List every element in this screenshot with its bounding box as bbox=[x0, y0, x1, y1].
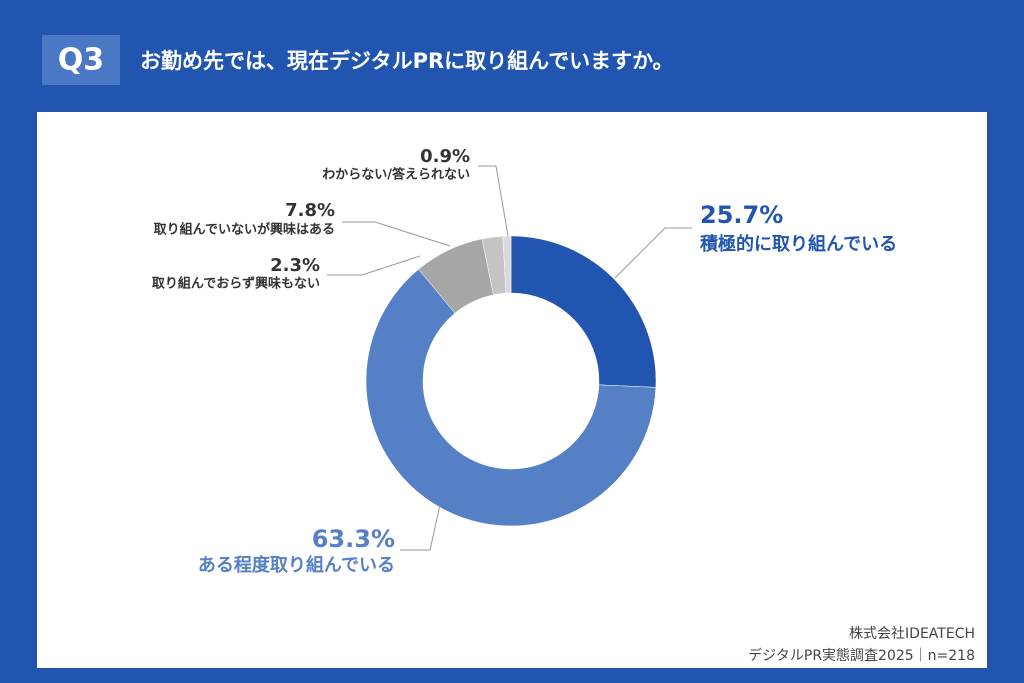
value-label: 63.3% bbox=[312, 525, 395, 553]
category-label: 取り組んでいないが興味はある bbox=[154, 222, 335, 238]
leader-line bbox=[327, 255, 421, 276]
leader-line bbox=[614, 227, 692, 279]
category-label: 取り組んでおらず興味もない bbox=[152, 276, 320, 292]
leader-line bbox=[400, 504, 441, 551]
footer-company: 株式会社IDEATECH bbox=[849, 626, 975, 642]
category-label: 積極的に取り組んでいる bbox=[699, 233, 897, 255]
donut-segment bbox=[502, 235, 512, 294]
leader-line bbox=[342, 221, 451, 247]
category-label: ある程度取り組んでいる bbox=[198, 554, 395, 576]
badge: Q3 bbox=[58, 43, 104, 78]
value-label: 0.9% bbox=[420, 146, 470, 167]
value-label: 25.7% bbox=[700, 201, 783, 229]
question-title: お勤め先では、現在デジタルPRに取り組んでいますか。 bbox=[140, 49, 674, 73]
badge-box bbox=[42, 35, 120, 85]
donut-segment bbox=[365, 268, 657, 527]
donut-segment bbox=[510, 235, 657, 388]
footer-survey: デジタルPR実態調査2025｜n=218 bbox=[748, 647, 975, 664]
value-label: 7.8% bbox=[285, 200, 335, 221]
value-label: 2.3% bbox=[270, 255, 320, 276]
leader-line bbox=[478, 165, 509, 237]
panel bbox=[37, 112, 987, 668]
category-label: わからない/答えられない bbox=[322, 167, 470, 183]
